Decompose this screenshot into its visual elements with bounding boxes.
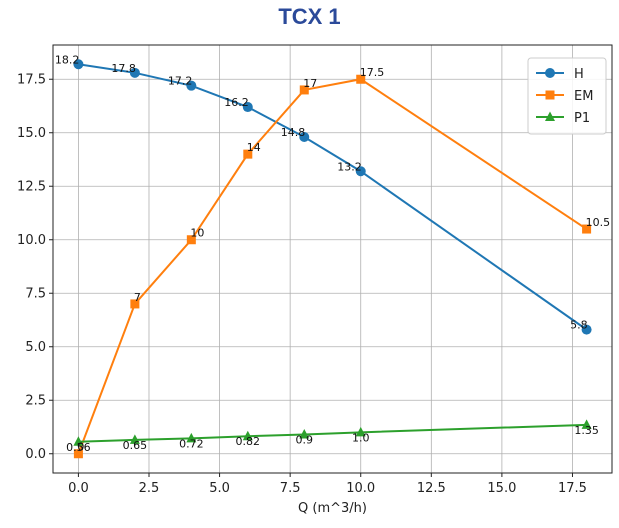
data-point-em <box>186 235 196 245</box>
data-point-em <box>582 224 592 234</box>
data-label-p1: 1.0 <box>352 431 370 444</box>
series-line-h <box>78 63 588 331</box>
y-tick-label: 12.5 <box>17 180 46 195</box>
y-tick-label: 15.0 <box>17 126 46 141</box>
series-line-p1 <box>78 423 587 443</box>
data-point-h <box>129 67 140 78</box>
y-tick-label: 17.5 <box>17 73 46 88</box>
legend-label-p1: P1 <box>574 111 590 126</box>
data-label-h: 17.8 <box>111 62 136 75</box>
x-tick-label: 15.0 <box>487 481 516 496</box>
data-point-h <box>581 324 592 335</box>
y-ticks: 0.0 2.5 5.0 7.5 10.0 12.5 15.0 17.5 <box>17 73 53 462</box>
data-label-p1: 1.35 <box>574 424 599 437</box>
data-point-p1 <box>186 432 197 443</box>
legend-marker-em <box>545 90 555 100</box>
data-point-em <box>130 299 140 309</box>
data-label-h: 13.2 <box>337 160 362 173</box>
data-point-p1 <box>355 426 366 437</box>
data-point-p1 <box>299 428 310 439</box>
data-label-p1: 0.9 <box>296 433 314 446</box>
data-label-p1: 0.82 <box>236 435 261 448</box>
x-ticks: 0.0 2.5 5.0 7.5 10.0 12.5 15.0 17.5 <box>68 473 587 496</box>
data-point-p1 <box>242 430 253 441</box>
legend: H EM P1 <box>527 57 607 135</box>
x-tick-label: 17.5 <box>558 481 587 496</box>
y-tick-label: 0.0 <box>25 447 46 462</box>
data-point-em <box>73 449 83 459</box>
plot-frame <box>52 44 613 474</box>
legend-label-em: EM <box>574 89 593 104</box>
chart-title: TCX 1 <box>278 4 341 29</box>
data-label-em: 10.5 <box>586 216 611 229</box>
data-point-p1 <box>129 434 140 444</box>
data-label-p1: 0.56 <box>66 441 91 454</box>
data-label-em: 0 <box>77 441 84 454</box>
data-point-h <box>73 59 84 70</box>
data-label-em: 7 <box>134 291 141 304</box>
data-label-p1: 0.72 <box>179 437 204 450</box>
x-tick-label: 5.0 <box>209 481 230 496</box>
y-tick-label: 10.0 <box>17 233 46 248</box>
x-tick-label: 12.5 <box>417 481 446 496</box>
data-label-em: 14 <box>247 141 261 154</box>
data-label-h: 16.2 <box>224 96 249 109</box>
data-label-h: 5.8 <box>570 319 588 332</box>
data-point-h <box>355 166 366 177</box>
x-tick-label: 7.5 <box>280 481 301 496</box>
data-point-p1 <box>581 419 592 429</box>
data-label-h: 17.2 <box>168 75 193 88</box>
data-point-em <box>299 85 309 95</box>
series-line-em <box>77 78 588 455</box>
data-point-h <box>186 80 197 91</box>
y-tick-label: 5.0 <box>25 340 46 355</box>
x-tick-label: 2.5 <box>139 481 160 496</box>
data-label-h: 14.8 <box>281 126 306 139</box>
data-label-em: 10 <box>190 227 204 240</box>
y-tick-label: 7.5 <box>25 287 46 302</box>
legend-marker-p1 <box>545 111 555 121</box>
data-label-p1: 0.65 <box>123 439 148 452</box>
data-point-h <box>242 102 253 113</box>
data-point-h <box>299 132 310 143</box>
data-point-em <box>356 74 366 84</box>
x-axis-label: Q (m^3/h) <box>298 501 367 516</box>
y-tick-label: 2.5 <box>25 394 46 409</box>
data-label-em: 17 <box>303 77 317 90</box>
data-label-h: 18.2 <box>55 53 80 66</box>
legend-label-h: H <box>574 67 584 82</box>
data-point-em <box>243 149 253 159</box>
x-tick-label: 0.0 <box>68 481 89 496</box>
x-tick-label: 10.0 <box>346 481 375 496</box>
series-layer <box>73 59 592 459</box>
data-label-em: 17.5 <box>360 66 385 79</box>
data-labels: 18.2 17.8 17.2 16.2 14.8 13.2 5.8 0 7 10 14 17 17.5 1… <box>55 53 610 453</box>
data-point-p1 <box>73 436 84 446</box>
legend-marker-h <box>545 68 555 78</box>
